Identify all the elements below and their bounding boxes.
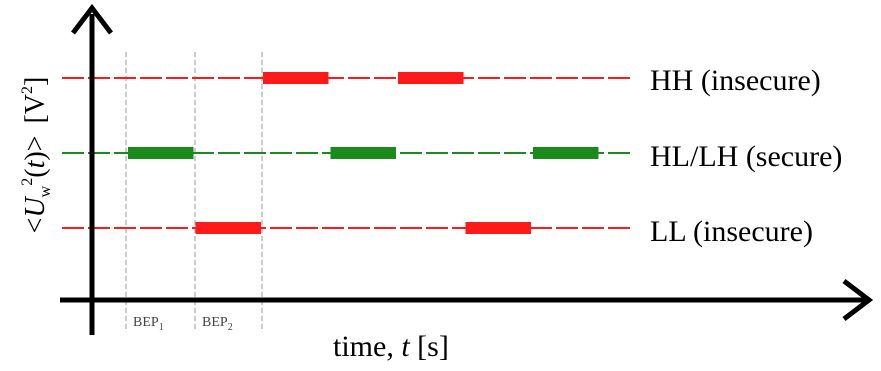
active-bar-hl-lh-1	[128, 147, 194, 159]
levels-group	[62, 72, 632, 234]
level-label-ll: LL (insecure)	[650, 215, 813, 248]
y-axis-arrowhead	[71, 3, 113, 35]
active-bar-ll-2	[195, 222, 261, 234]
active-bar-hl-lh-7	[533, 147, 599, 159]
y-axis-label: <Uw2(t)>[V2]	[19, 77, 54, 234]
bep-label-1: BEP1	[133, 315, 164, 333]
svg-text:<Uw2(t)>[V2]: <Uw2(t)>[V2]	[19, 77, 54, 234]
x-axis-label: time, t [s]	[333, 330, 449, 363]
active-bar-hh-5	[398, 72, 464, 84]
active-bar-ll-6	[465, 222, 531, 234]
active-bar-hl-lh-4	[330, 147, 396, 159]
level-label-hh: HH (insecure)	[650, 64, 821, 97]
active-bar-hh-3	[263, 72, 329, 84]
level-label-hl-lh: HL/LH (secure)	[650, 140, 842, 173]
bep-label-2: BEP2	[202, 315, 233, 333]
x-axis-arrowhead	[842, 279, 874, 321]
